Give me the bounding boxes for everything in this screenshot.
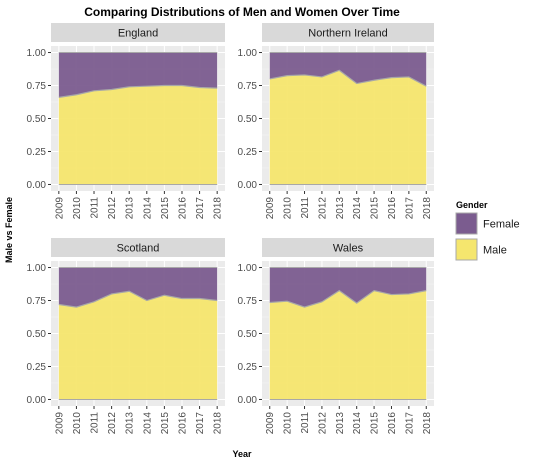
facet-strip-label: Northern Ireland [308,28,388,40]
x-tick-label: 2015 [370,197,381,220]
x-tick-label: 2009 [265,412,276,435]
male-female-boundary [58,84,218,98]
y-tick-label: 0.75 [238,81,258,92]
y-tick-label: 1.00 [27,263,47,274]
facet-scotland: Scotland 0.00 0.25 0.50 0.75 1.00 2009 2010 2011… [27,238,225,434]
facet-england: England 0.00 0.25 0.50 0.75 1.00 2009 2010 2011 2… [27,23,225,219]
y-tick-label: 1.00 [27,48,47,59]
y-tick-label: 1.00 [238,263,258,274]
x-axis-title: Year [232,449,252,459]
x-tick-label: 2018 [213,197,224,220]
x-tick-label: 2014 [352,197,363,220]
x-tick-label: 2017 [195,412,206,435]
x-tick-label: 2016 [177,197,188,220]
facet-panels: England 0.00 0.25 0.50 0.75 1.00 2009 2010 2011 2… [27,23,434,434]
male-female-boundary [269,69,427,87]
x-tick-label: 2016 [177,412,188,435]
y-tick-label: 0.50 [27,114,47,125]
legend-swatch-male [455,238,478,261]
x-tick-label: 2011 [300,197,311,219]
y-tick-label: 0.00 [238,395,258,406]
x-tick-label: 2010 [72,412,83,435]
x-tick-label: 2013 [125,197,136,220]
y-tick-label: 0.25 [238,147,258,158]
x-tick-label: 2009 [54,412,65,435]
x-tick-label: 2014 [142,412,153,435]
x-tick-label: 2012 [317,197,328,220]
y-tick-label: 0.25 [238,362,258,373]
male-female-boundary [58,290,218,308]
legend-label-female: Female [483,219,520,231]
x-tick-label: 2013 [125,412,136,435]
facet-strip-label: England [118,28,158,40]
x-tick-label: 2012 [107,197,118,220]
x-tick-label: 2011 [300,412,311,434]
y-axis-title: Male vs Female [4,197,14,263]
x-tick-label: 2017 [404,197,415,220]
y-tick-label: 1.00 [238,48,258,59]
legend-label-male: Male [483,245,507,257]
x-tick-label: 2015 [160,412,171,435]
facet-strip [51,238,225,257]
x-tick-label: 2016 [387,412,398,435]
x-tick-label: 2013 [335,412,346,435]
y-tick-label: 0.25 [27,147,47,158]
y-tick-label: 0.00 [27,180,47,191]
x-tick-label: 2018 [422,197,433,220]
facet-northern-ireland: Northern Ireland 0.00 0.25 0.50 0.75 1.00 2009… [238,23,434,219]
y-tick-label: 0.75 [27,296,47,307]
y-tick-label: 0.50 [238,329,258,340]
x-tick-label: 2013 [335,197,346,220]
x-tick-label: 2015 [160,197,171,220]
female-area [269,267,427,308]
male-area [269,290,427,400]
y-tick-label: 0.50 [238,114,258,125]
x-tick-label: 2017 [404,412,415,435]
x-tick-label: 2011 [90,197,101,219]
female-area [58,52,218,98]
facet-strip-label: Wales [333,243,364,255]
x-tick-label: 2009 [54,197,65,220]
x-tick-label: 2015 [370,412,381,435]
facet-wales: Wales 0.00 0.25 0.50 0.75 1.00 2009 2010 2011 201… [238,238,434,434]
x-tick-label: 2018 [213,412,224,435]
y-tick-label: 0.50 [27,329,47,340]
chart-title: Comparing Distributions of Men and Women… [84,5,400,19]
y-tick-label: 0.00 [27,395,47,406]
x-tick-label: 2012 [107,412,118,435]
x-tick-label: 2016 [387,197,398,220]
facet-strip-label: Scotland [117,243,160,255]
facet-strip [51,23,225,42]
male-area [269,70,427,185]
legend-title: Gender [456,200,488,210]
facet-strip [262,23,434,42]
x-tick-label: 2010 [283,197,294,220]
x-tick-label: 2014 [142,197,153,220]
male-female-boundary [269,289,427,308]
x-tick-label: 2011 [90,412,101,434]
x-tick-label: 2014 [352,412,363,435]
x-tick-label: 2010 [72,197,83,220]
x-tick-label: 2009 [265,197,276,220]
facet-strip [262,238,434,257]
x-tick-label: 2010 [283,412,294,435]
x-tick-label: 2012 [317,412,328,435]
y-tick-label: 0.00 [238,180,258,191]
y-tick-label: 0.75 [238,296,258,307]
y-tick-label: 0.25 [27,362,47,373]
y-tick-label: 0.75 [27,81,47,92]
legend: Gender Female Male [455,200,520,261]
x-tick-label: 2017 [195,197,206,220]
x-tick-label: 2018 [422,412,433,435]
male-area [58,291,218,400]
male-area [58,85,218,185]
legend-swatch-female [455,212,478,235]
